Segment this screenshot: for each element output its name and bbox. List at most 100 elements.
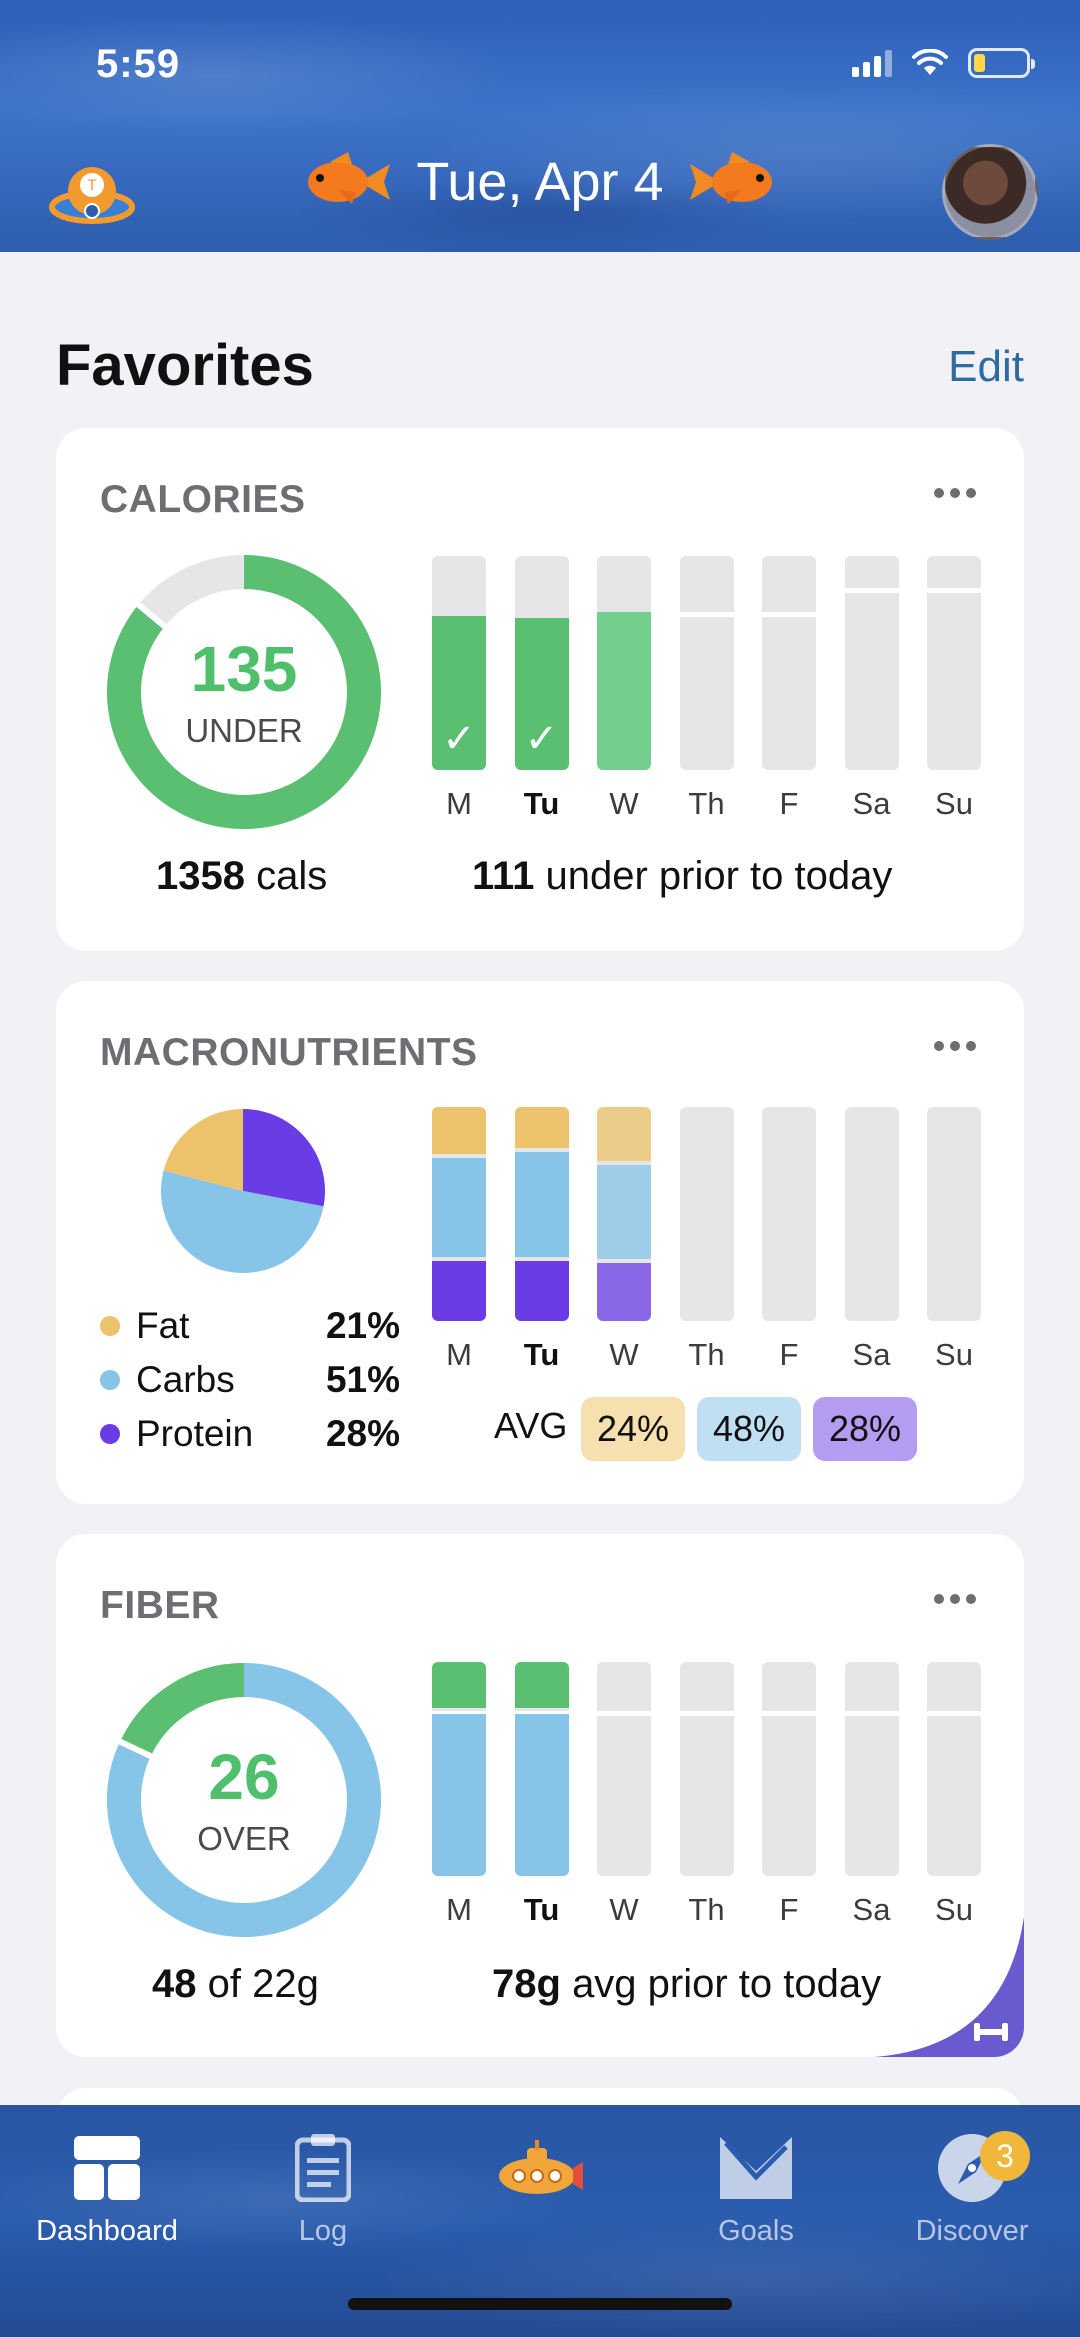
favorites-title: Favorites: [56, 333, 314, 398]
macro-carbs: [432, 1158, 486, 1258]
fiber-card[interactable]: FIBER 26 OVER M Tu W Th F Sa Su 48 of 22g 78g …: [56, 1534, 1024, 2057]
legend-carbs: Carbs 51%: [100, 1359, 400, 1401]
calories-consumed-value: 1358: [156, 854, 245, 898]
day-label-sa: Sa: [852, 1892, 891, 1927]
calories-ring-chart: [106, 555, 381, 829]
cellular-signal-icon: [852, 49, 892, 77]
more-options-icon[interactable]: [934, 488, 976, 498]
day-bar-th: [679, 556, 734, 770]
card-title: MACRONUTRIENTS: [100, 1031, 478, 1074]
legend-fat: Fat 21%: [100, 1305, 400, 1347]
avg-chip-fat: 24%: [581, 1397, 685, 1461]
tab-label: Goals: [718, 2215, 794, 2247]
macro-protein: [514, 1261, 569, 1321]
day-bar-m: [432, 1107, 486, 1321]
day-label-w: W: [609, 1337, 639, 1372]
profile-avatar[interactable]: [942, 144, 1038, 240]
tab-dashboard[interactable]: Dashboard: [17, 2123, 197, 2248]
day-bar-su: [927, 1662, 981, 1876]
day-bar-w: [597, 1107, 651, 1321]
fiber-summary-value: 78g: [492, 1962, 561, 2006]
goal-line: [927, 1711, 981, 1717]
fiber-ring-label: OVER: [197, 1820, 291, 1857]
ring-progress: [107, 555, 381, 829]
day-label-f: F: [779, 1892, 799, 1927]
day-bar-sa: [844, 1662, 899, 1876]
macro-fat: [514, 1107, 569, 1148]
legend-dot: [100, 1424, 120, 1444]
discover-badge: 3: [980, 2131, 1030, 2181]
tab-submarine[interactable]: [450, 2123, 630, 2215]
goal-line: [514, 1711, 569, 1717]
tab-log[interactable]: Log: [233, 2123, 413, 2248]
fiber-over: [514, 1662, 569, 1709]
day-bar-th: [679, 1107, 734, 1321]
macro-carbs: [514, 1151, 569, 1258]
pie-slice-fat: [163, 1109, 243, 1191]
day-label-f: F: [779, 1337, 799, 1372]
fiber-over: [432, 1662, 486, 1709]
ring-separator: [116, 1737, 155, 1761]
next-day-fish-icon[interactable]: [688, 150, 780, 214]
edit-button[interactable]: Edit: [948, 342, 1024, 391]
more-options-icon[interactable]: [934, 1041, 976, 1051]
day-label-th: Th: [688, 1892, 725, 1927]
current-date[interactable]: Tue, Apr 4: [416, 152, 664, 212]
fiber-consumed-text: of 22g: [207, 1962, 319, 2006]
legend-dot: [100, 1370, 120, 1390]
exercise-dumbbell-icon[interactable]: [874, 1917, 1024, 2057]
card-title: CALORIES: [100, 478, 306, 521]
goal-line: [927, 588, 981, 594]
svg-text:T: T: [87, 178, 97, 194]
goal-line: [432, 1711, 486, 1717]
mascot-menu-icon[interactable]: T: [44, 155, 140, 235]
goals-icon: [720, 2137, 792, 2199]
tab-discover[interactable]: 3 Discover: [882, 2123, 1062, 2248]
day-label-m: M: [446, 1337, 472, 1372]
legend-percent: 28%: [325, 1413, 400, 1454]
avg-chip-carbs: 48%: [697, 1397, 801, 1461]
day-bar-su: [927, 1107, 981, 1321]
day-label-tu: Tu: [523, 1892, 560, 1927]
fiber-goal: [514, 1714, 569, 1876]
macronutrients-card[interactable]: MACRONUTRIENTS Fat 21% Carbs 51% Protein 28% …: [56, 981, 1024, 1504]
day-bar-th: [679, 1662, 734, 1876]
legend-name: Protein: [136, 1413, 254, 1454]
fiber-summary-text: avg prior to today: [572, 1962, 882, 2006]
day-label-w: W: [609, 1892, 639, 1927]
day-bar-f: [762, 556, 816, 770]
calories-summary-text: under prior to today: [545, 854, 893, 898]
calories-card[interactable]: CALORIES 135 UNDER ✓ M ✓ Tu W Th F Sa Su 1358 ca…: [56, 428, 1024, 951]
calories-ring-label: UNDER: [185, 712, 303, 749]
calories-consumed-unit: cals: [256, 854, 328, 898]
app-header: 5:59 T Tue, Apr 4: [0, 0, 1080, 252]
macronutrients-weekly-bars: M Tu W Th F Sa Su: [432, 1107, 992, 1397]
more-options-icon[interactable]: [934, 1594, 976, 1604]
day-bar-w: [597, 1662, 651, 1876]
fiber-ring-chart: [106, 1663, 381, 1937]
legend-name: Carbs: [136, 1359, 235, 1400]
previous-day-fish-icon[interactable]: [300, 150, 392, 214]
day-label-th: Th: [688, 786, 725, 821]
fiber-consumed-value: 48: [152, 1962, 197, 2006]
day-label-m: M: [446, 786, 472, 821]
calories-summary-value: 111: [472, 854, 535, 898]
calories-consumed: 1358 cals: [156, 854, 327, 899]
date-nav: Tue, Apr 4: [0, 150, 1080, 214]
legend-dot: [100, 1316, 120, 1336]
day-bar-sa: [844, 556, 899, 770]
legend-percent: 51%: [325, 1359, 400, 1400]
home-indicator[interactable]: [348, 2298, 732, 2310]
avg-chip-protein: 28%: [813, 1397, 917, 1461]
day-bar-tu: ✓: [514, 556, 569, 770]
fiber-ring: 26 OVER: [106, 1662, 382, 1938]
tab-label: Dashboard: [36, 2215, 178, 2247]
day-bar-f: [762, 1662, 816, 1876]
day-bar-m: ✓: [432, 556, 486, 770]
macro-protein: [597, 1263, 651, 1321]
tab-goals[interactable]: Goals: [666, 2123, 846, 2248]
day-label-m: M: [446, 1892, 472, 1927]
pie-slice-carbs: [161, 1170, 324, 1273]
submarine-icon: [499, 2140, 583, 2194]
day-bar-f: [762, 1107, 816, 1321]
